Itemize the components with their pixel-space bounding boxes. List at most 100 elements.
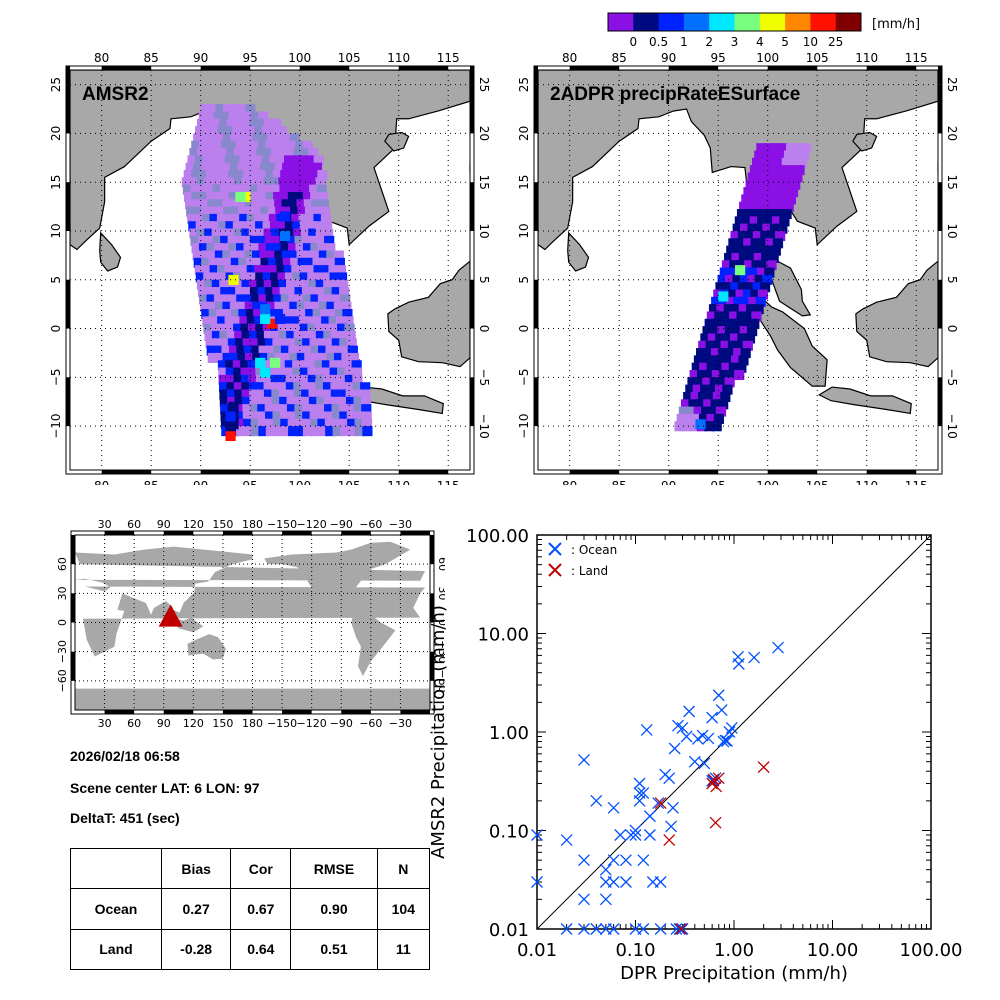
frame-bar [866,470,917,474]
precip-cell [268,213,280,224]
precip-cell [282,162,293,173]
lat-tick-label-right: −10 [945,413,959,438]
world-lon-tick-bottom: 150 [212,717,233,730]
precip-cell [238,206,249,217]
precip-cell [196,177,207,188]
precip-cell [217,265,228,276]
precip-cell [244,199,255,210]
precip-cell [720,340,731,351]
precip-cell [334,257,345,268]
precip-cell [728,238,739,249]
precip-cell [266,345,277,356]
precip-cell [339,287,350,298]
precip-cell [196,118,208,129]
precip-cell [245,206,256,217]
precip-cell [716,304,727,315]
frame-bar [668,470,719,474]
precip-cell [240,367,251,378]
precip-cell [705,340,716,351]
precip-cell [323,389,334,400]
colorbar-swatch [608,13,634,31]
frame-bar [767,470,818,474]
precip-cell [317,418,328,429]
precip-cell [270,357,281,368]
precip-cell [776,201,787,212]
precip-cell [785,194,796,205]
precip-cell [208,206,219,217]
precip-cell [262,360,273,371]
precip-cell [285,367,296,378]
precip-cell [331,396,342,407]
precip-cell [766,157,778,168]
colorbar-tick-label: 1 [680,35,688,48]
precip-cell [698,340,709,351]
precip-cell [309,170,321,181]
lat-tick-label-right: 20 [945,126,959,141]
precip-cell [272,287,283,298]
scatter-point-ocean [578,754,590,766]
precip-cell [219,148,230,159]
world-lon-tick-top: 150 [212,518,233,531]
colorbar-swatch [734,13,761,31]
precip-cell [233,228,245,239]
precip-cell [319,352,330,363]
precip-cell [236,243,247,254]
precip-cell [191,170,202,181]
world-lat-tick-left: −30 [56,640,69,663]
precip-cell [228,170,239,181]
precip-cell [692,384,703,395]
precip-cell [740,348,751,359]
precip-cell [185,199,196,210]
precip-cell [233,177,244,188]
continent [187,634,226,660]
precip-cell [228,243,239,254]
frame-bar [470,66,474,85]
scatter-plot: 0.01 0.10 1.00 10.00 100.00 0.01 0.10 1.00 10.00… [428,526,962,984]
precip-cell [779,216,790,227]
precip-cell [304,352,315,363]
precip-cell [204,279,215,290]
precip-cell [709,326,721,337]
precip-cell [198,243,210,254]
precip-cell [746,304,757,315]
precip-cell [243,111,254,122]
world-lon-tick-bottom: −150 [267,717,297,730]
precip-cell [758,238,769,249]
frame-bar [938,377,942,427]
precip-cell [255,357,266,368]
precip-cell [215,257,227,268]
precip-cell [772,238,784,249]
colorbar-swatch [759,13,786,31]
frame-bar [668,66,719,70]
precip-cell [322,367,333,378]
precip-cell [199,294,210,305]
precip-cell [237,133,248,144]
precip-cell [193,257,204,268]
precip-cell [288,426,299,437]
precip-cell [710,348,722,359]
precip-cell [248,382,259,393]
precip-cell [242,287,253,298]
precip-cell [295,191,306,203]
world-lon-tick-bottom: 180 [242,717,263,730]
precip-cell [265,140,276,151]
precip-cell [225,221,236,232]
precip-cell [318,345,329,356]
precip-cell [338,389,349,400]
precip-cell [223,206,234,217]
precip-cell [247,360,258,371]
precip-cell [205,184,216,195]
scatter-point-ocean [531,876,543,888]
precip-cell [228,111,239,122]
scatter-point-ocean [676,721,689,734]
precip-cell [719,318,730,329]
frame-bar [299,470,350,474]
lat-tick-label-left: 15 [517,175,531,190]
precip-cell [240,272,251,283]
precip-cell [352,382,363,393]
scatter-point-ocean [590,923,603,935]
precip-cell [200,250,211,261]
precip-cell [360,396,372,407]
world-lat-tick-left: 60 [56,557,69,571]
precip-cell [226,330,237,342]
